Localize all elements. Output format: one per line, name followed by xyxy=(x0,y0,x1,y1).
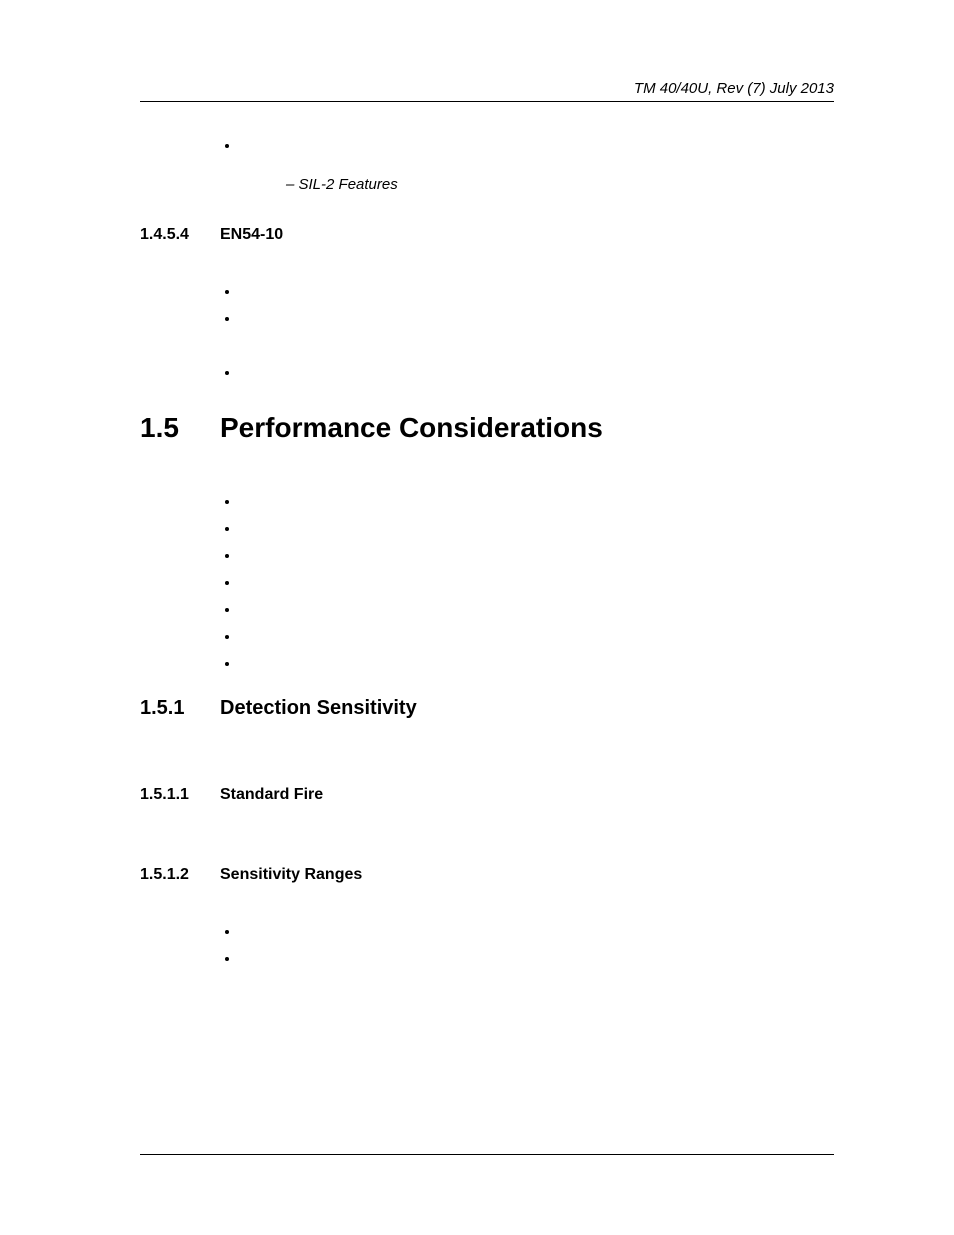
spacer xyxy=(140,468,834,488)
heading-1-4-5-4: 1.4.5.4 EN54-10 xyxy=(140,226,834,244)
sil2-subline: – SIL-2 Features xyxy=(286,171,398,198)
header-doc-ref: TM 40/40U, Rev (7) July 2013 xyxy=(140,80,834,97)
heading-title: Sensitivity Ranges xyxy=(220,866,362,884)
heading-num: 1.5.1.1 xyxy=(140,786,220,804)
spacer xyxy=(140,738,834,758)
list-item: – SIL-2 Features xyxy=(240,132,834,198)
heading-title: Detection Sensitivity xyxy=(220,697,417,720)
spacer xyxy=(140,898,834,918)
spacer xyxy=(140,818,834,838)
list-item xyxy=(240,278,834,305)
heading-1-5-1-2: 1.5.1.2 Sensitivity Ranges xyxy=(140,866,834,884)
list-item xyxy=(240,945,834,972)
list-item xyxy=(240,515,834,542)
heading-title: EN54-10 xyxy=(220,226,283,244)
heading-1-5: 1.5 Performance Considerations xyxy=(140,412,834,444)
heading-1-5-1: 1.5.1 Detection Sensitivity xyxy=(140,697,834,720)
perf-list xyxy=(240,488,834,677)
list-item xyxy=(240,305,834,359)
list-item xyxy=(240,623,834,650)
heading-num: 1.5.1 xyxy=(140,697,220,720)
heading-num: 1.4.5.4 xyxy=(140,226,220,244)
sens-list xyxy=(240,918,834,972)
footer-rule xyxy=(140,1154,834,1155)
list-item xyxy=(240,650,834,677)
list-item xyxy=(240,359,834,386)
heading-title: Performance Considerations xyxy=(220,412,603,444)
header-rule xyxy=(140,101,834,102)
en54-list xyxy=(240,278,834,386)
pre-list: – SIL-2 Features xyxy=(240,132,834,198)
heading-title: Standard Fire xyxy=(220,786,323,804)
list-item xyxy=(240,918,834,945)
heading-num: 1.5.1.2 xyxy=(140,866,220,884)
heading-num: 1.5 xyxy=(140,412,220,444)
list-item xyxy=(240,542,834,569)
page: TM 40/40U, Rev (7) July 2013 – SIL-2 Fea… xyxy=(0,0,954,1235)
heading-1-5-1-1: 1.5.1.1 Standard Fire xyxy=(140,786,834,804)
spacer xyxy=(140,258,834,278)
list-item xyxy=(240,596,834,623)
list-item xyxy=(240,569,834,596)
list-item xyxy=(240,488,834,515)
